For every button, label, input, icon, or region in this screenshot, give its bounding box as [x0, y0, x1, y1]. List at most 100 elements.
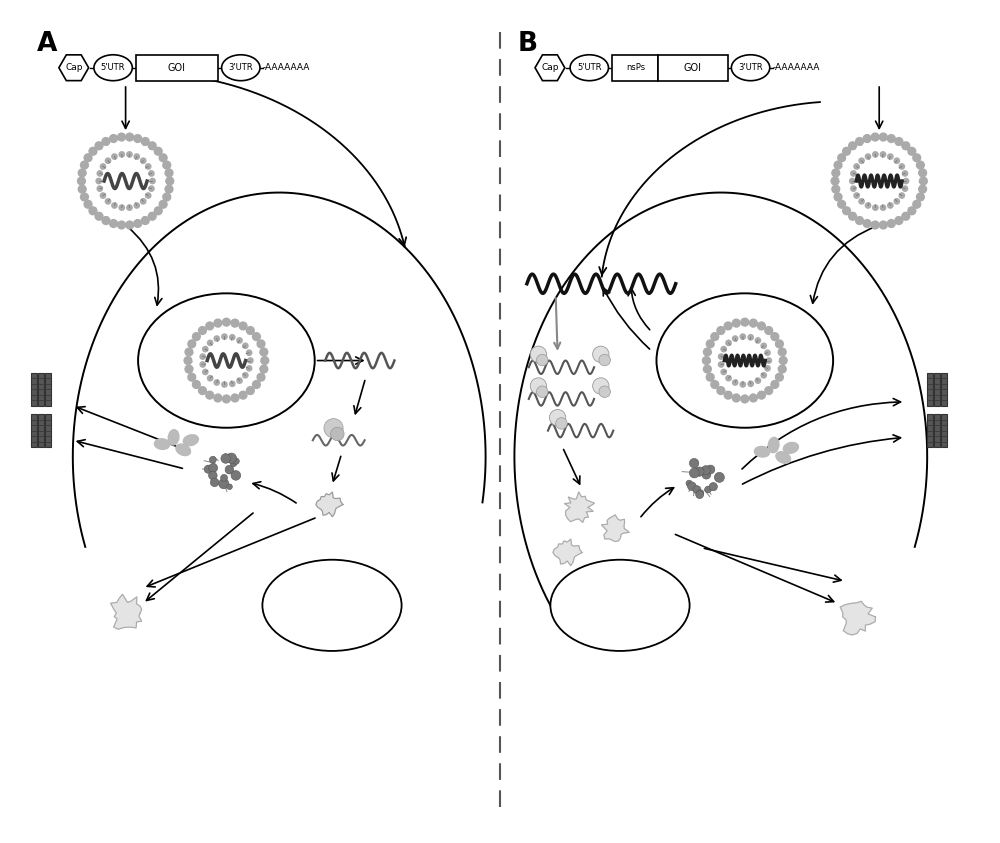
Circle shape	[720, 346, 727, 352]
Circle shape	[912, 200, 921, 209]
Circle shape	[732, 379, 739, 386]
Circle shape	[872, 151, 879, 158]
Circle shape	[725, 340, 732, 346]
Polygon shape	[601, 515, 629, 541]
Circle shape	[706, 373, 715, 382]
Circle shape	[78, 185, 87, 194]
Circle shape	[740, 318, 749, 327]
Circle shape	[78, 169, 87, 178]
Circle shape	[689, 468, 699, 478]
Circle shape	[760, 342, 767, 349]
Circle shape	[705, 486, 711, 493]
Circle shape	[77, 176, 86, 185]
Circle shape	[260, 356, 269, 365]
Text: Cap: Cap	[541, 63, 559, 72]
Circle shape	[213, 379, 220, 386]
Circle shape	[324, 419, 343, 438]
Circle shape	[716, 326, 725, 336]
Circle shape	[140, 158, 147, 164]
Circle shape	[213, 319, 222, 328]
Circle shape	[871, 132, 880, 142]
Circle shape	[850, 170, 857, 177]
Ellipse shape	[94, 55, 132, 81]
Circle shape	[159, 153, 168, 163]
Circle shape	[901, 141, 910, 150]
Circle shape	[706, 465, 715, 474]
Circle shape	[764, 365, 771, 372]
Circle shape	[714, 472, 724, 482]
Circle shape	[856, 158, 903, 205]
Circle shape	[755, 378, 761, 384]
Circle shape	[233, 458, 239, 464]
Circle shape	[141, 216, 150, 225]
Text: Cap: Cap	[65, 63, 83, 72]
Ellipse shape	[176, 444, 191, 455]
Circle shape	[599, 386, 610, 398]
Circle shape	[184, 347, 194, 357]
Circle shape	[865, 153, 871, 160]
Circle shape	[770, 380, 779, 389]
Circle shape	[184, 364, 194, 373]
Circle shape	[204, 465, 212, 473]
Circle shape	[117, 220, 126, 229]
Circle shape	[231, 470, 241, 481]
Ellipse shape	[183, 435, 198, 446]
Circle shape	[749, 394, 758, 403]
Circle shape	[222, 318, 231, 327]
Circle shape	[840, 142, 919, 221]
Circle shape	[778, 364, 787, 373]
Circle shape	[256, 373, 266, 382]
Circle shape	[716, 386, 725, 395]
Circle shape	[765, 357, 772, 364]
Circle shape	[702, 470, 711, 479]
Circle shape	[764, 349, 771, 356]
Circle shape	[778, 347, 787, 357]
Circle shape	[225, 465, 234, 474]
Circle shape	[718, 361, 724, 368]
Circle shape	[109, 219, 118, 228]
Circle shape	[718, 353, 724, 360]
Circle shape	[109, 134, 118, 143]
Circle shape	[86, 142, 165, 221]
Text: GOI: GOI	[684, 62, 702, 72]
Circle shape	[252, 332, 261, 341]
FancyBboxPatch shape	[31, 414, 37, 448]
Circle shape	[229, 334, 236, 341]
Circle shape	[901, 212, 910, 221]
Circle shape	[770, 332, 779, 341]
Polygon shape	[553, 540, 582, 566]
Circle shape	[148, 141, 157, 150]
Circle shape	[893, 198, 900, 205]
Circle shape	[236, 337, 243, 344]
Circle shape	[259, 364, 268, 373]
Circle shape	[83, 153, 93, 163]
Circle shape	[192, 332, 201, 341]
Ellipse shape	[776, 452, 791, 464]
Circle shape	[162, 192, 171, 201]
Circle shape	[757, 321, 766, 330]
Circle shape	[530, 378, 547, 395]
FancyBboxPatch shape	[927, 414, 933, 448]
Circle shape	[118, 204, 125, 211]
Ellipse shape	[138, 293, 315, 427]
Circle shape	[887, 134, 896, 143]
Circle shape	[149, 178, 156, 185]
Circle shape	[199, 353, 206, 360]
Ellipse shape	[768, 438, 779, 453]
Circle shape	[710, 332, 719, 341]
Circle shape	[593, 378, 609, 395]
Text: 3'UTR: 3'UTR	[228, 63, 253, 72]
Circle shape	[205, 321, 214, 330]
Circle shape	[101, 216, 111, 225]
Circle shape	[126, 151, 133, 158]
Circle shape	[697, 490, 704, 497]
Circle shape	[209, 471, 217, 480]
Circle shape	[850, 185, 857, 192]
Circle shape	[101, 137, 111, 146]
Text: A: A	[37, 31, 58, 57]
FancyBboxPatch shape	[45, 373, 51, 406]
Circle shape	[849, 178, 856, 185]
Ellipse shape	[731, 55, 770, 81]
Circle shape	[133, 134, 142, 143]
Ellipse shape	[222, 55, 260, 81]
